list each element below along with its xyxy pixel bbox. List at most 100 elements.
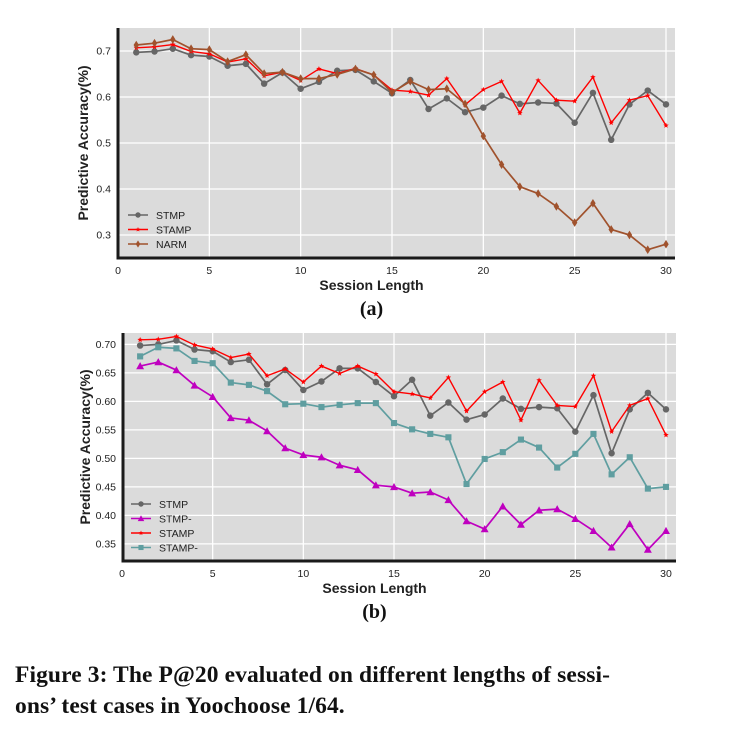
data-point: [263, 381, 271, 388]
series-stmp-minus: [136, 358, 670, 553]
data-point: [553, 405, 561, 412]
data-point: [318, 363, 325, 369]
series-stamp: [137, 333, 669, 438]
data-point: [318, 378, 325, 385]
data-point: [626, 454, 633, 461]
data-point: [389, 88, 395, 97]
data-point: [173, 345, 180, 352]
data-point: [336, 365, 343, 372]
data-point: [480, 525, 489, 533]
data-point: [445, 399, 452, 406]
data-point: [137, 353, 144, 360]
data-point: [535, 506, 544, 514]
data-point: [191, 342, 198, 348]
data-point: [645, 245, 651, 255]
data-point: [607, 543, 616, 551]
data-point: [461, 108, 469, 116]
data-point: [390, 482, 398, 491]
data-point: [373, 371, 379, 377]
data-point: [534, 99, 542, 106]
y-tick-label: 0.4: [96, 184, 111, 196]
data-point: [481, 455, 488, 463]
data-point: [643, 545, 652, 553]
data-point: [300, 400, 307, 407]
data-point: [209, 346, 216, 352]
data-point: [571, 514, 580, 522]
data-point: [625, 519, 634, 528]
data-point: [409, 391, 415, 397]
data-point: [535, 403, 543, 411]
data-point: [480, 86, 487, 92]
data-point: [498, 502, 507, 510]
data-point: [427, 430, 434, 437]
data-point: [662, 101, 670, 108]
data-point: [136, 362, 145, 370]
data-point: [355, 363, 361, 369]
data-point: [188, 44, 194, 54]
data-point: [300, 386, 307, 394]
data-point: [644, 389, 652, 397]
y-tick-label: 0.7: [96, 46, 111, 58]
data-point: [408, 489, 417, 497]
data-point: [133, 40, 139, 50]
data-point: [535, 189, 541, 198]
data-point: [407, 88, 413, 94]
data-point: [409, 426, 416, 433]
data-point: [463, 480, 470, 488]
data-point: [499, 449, 506, 456]
legend-swatch-marker: [135, 240, 141, 248]
data-point: [462, 99, 468, 109]
series-narm: [133, 35, 669, 255]
data-point: [590, 372, 597, 379]
data-point: [662, 406, 670, 413]
x-tick-label: 15: [386, 265, 398, 277]
data-point: [170, 35, 176, 44]
data-point: [209, 360, 216, 367]
data-point: [173, 337, 180, 344]
data-point: [352, 64, 359, 74]
x-tick-label: 30: [660, 265, 672, 277]
data-point: [191, 357, 198, 364]
y-tick-label: 0.50: [96, 453, 117, 465]
series-line: [140, 339, 667, 455]
data-point: [155, 344, 162, 351]
legend-item: STMP-: [131, 514, 192, 526]
data-point: [155, 336, 161, 342]
data-point: [408, 376, 416, 383]
data-point: [553, 100, 560, 107]
data-point: [136, 342, 144, 349]
data-point: [480, 131, 487, 141]
data-point: [133, 49, 140, 56]
data-point: [516, 520, 525, 528]
x-tick-label: 30: [660, 568, 672, 580]
data-point: [662, 526, 670, 534]
data-point: [297, 85, 304, 92]
data-point: [499, 395, 507, 402]
legend-label: NARM: [156, 239, 187, 251]
data-point: [662, 483, 670, 490]
data-point: [245, 381, 252, 388]
data-point: [554, 402, 560, 408]
data-point: [281, 444, 290, 452]
data-point: [335, 461, 344, 469]
data-point: [571, 98, 578, 104]
data-point: [498, 160, 505, 169]
data-point: [517, 110, 523, 116]
data-point: [553, 202, 560, 211]
figure: 0 5 10 15 20 25 30 0.3 0.4 0.5 0.6 0.7 Session Lengt…: [75, 28, 676, 623]
data-point: [626, 230, 633, 240]
legend: STMP STMP- STAMP STAMP-: [131, 499, 198, 555]
data-point: [589, 89, 597, 97]
data-point: [572, 403, 579, 409]
x-tick-label: 0: [119, 568, 125, 580]
data-point: [187, 51, 195, 59]
legend-label: STMP: [156, 210, 185, 222]
data-point: [246, 351, 252, 357]
data-point: [517, 405, 525, 413]
data-point: [516, 100, 524, 108]
data-point: [663, 239, 669, 249]
data-point: [608, 450, 615, 457]
legend-item: NARM: [128, 239, 187, 251]
y-tick-label: 0.35: [96, 538, 117, 550]
series-stamp-minus: [137, 344, 670, 492]
